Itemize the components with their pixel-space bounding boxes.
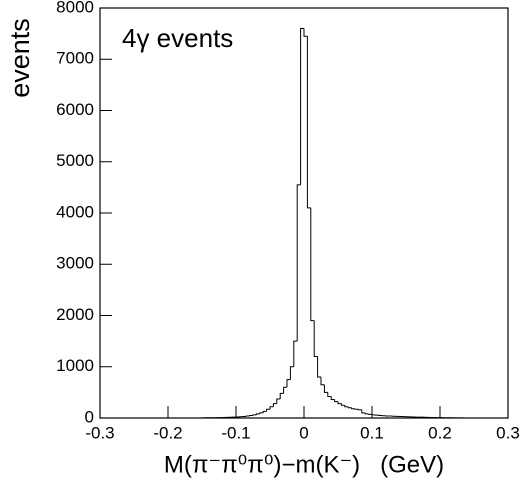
y-tick-label: 1000: [56, 356, 94, 375]
histogram-bin: [364, 412, 369, 415]
histogram-bin: [371, 414, 376, 416]
histogram-bin: [255, 413, 260, 415]
histogram-bin: [266, 408, 270, 412]
histogram-bin: [313, 320, 318, 357]
histogram-bin: [279, 392, 284, 400]
histogram-bin: [289, 366, 294, 380]
histogram-bin: [368, 413, 372, 415]
histogram-bin: [252, 414, 257, 416]
histogram-bin: [269, 406, 274, 410]
histogram-bin: [347, 406, 352, 409]
y-axis-label: events: [5, 18, 35, 98]
histogram-bin: [337, 401, 342, 405]
y-tick-label: 6000: [56, 100, 94, 119]
y-tick-label: 4000: [56, 202, 94, 221]
histogram-bin: [361, 409, 366, 414]
histogram-bin: [310, 207, 315, 322]
annotation: 4γ events: [122, 23, 233, 53]
histogram-bin: [344, 405, 349, 408]
histogram-bin: [340, 403, 345, 406]
histogram-bin: [327, 392, 332, 397]
histogram-bin: [334, 399, 338, 403]
histogram-bin: [259, 412, 264, 414]
plot-frame: [99, 7, 509, 419]
histogram-bin: [286, 379, 291, 388]
histogram-bin: [283, 386, 287, 394]
histogram-bin: [320, 377, 325, 386]
y-tick-label: 5000: [56, 151, 94, 170]
histogram-bin: [296, 184, 301, 342]
histogram-bin: [276, 398, 281, 404]
histogram-bin: [354, 408, 359, 410]
histogram-bin: [330, 396, 335, 401]
histogram-bin: [262, 410, 267, 413]
histogram-bin: [300, 28, 304, 185]
histogram-bin: [317, 356, 321, 378]
y-tick-label: 3000: [56, 254, 94, 273]
y-tick-label: 2000: [56, 305, 94, 324]
histogram-bin: [306, 36, 311, 209]
x-axis-label: M(π⁻π⁰π⁰)−m(K⁻) (GeV): [164, 451, 444, 478]
x-tick-label: -0.1: [221, 423, 250, 442]
histogram-bin: [357, 409, 362, 411]
x-tick-label: -0.2: [153, 423, 182, 442]
x-tick-label: 0.3: [496, 423, 520, 442]
y-tick-label: 8000: [56, 0, 94, 16]
histogram-bin: [351, 407, 355, 410]
histogram-bin: [303, 28, 308, 37]
x-tick-label: -0.3: [85, 423, 114, 442]
histogram-bin: [293, 340, 298, 367]
histogram-bin: [245, 415, 250, 417]
y-tick-label: 7000: [56, 49, 94, 68]
x-tick-label: 0: [299, 423, 308, 442]
x-tick-label: 0.1: [360, 423, 384, 442]
histogram-bin: [249, 414, 253, 416]
histogram-bin: [272, 403, 277, 407]
x-tick-label: 0.2: [428, 423, 452, 442]
histogram-bin: [323, 384, 328, 393]
y-tick-label: 0: [85, 407, 94, 426]
